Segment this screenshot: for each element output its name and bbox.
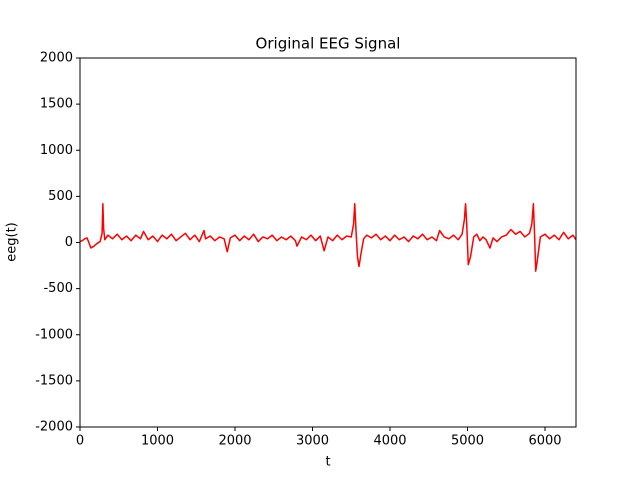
y-tick-label: -500 bbox=[43, 281, 73, 296]
x-tick-label: 5000 bbox=[451, 434, 484, 449]
signal-line bbox=[79, 203, 577, 272]
y-tick-label: -2000 bbox=[35, 420, 73, 435]
x-tick-label: 2000 bbox=[218, 434, 251, 449]
x-tick-label: 0 bbox=[76, 434, 84, 449]
y-tick-label: 2000 bbox=[40, 51, 73, 66]
y-tick-label: 500 bbox=[48, 189, 73, 204]
y-tick-label: 0 bbox=[65, 235, 73, 250]
y-tick-label: 1000 bbox=[40, 143, 73, 158]
plot-frame bbox=[79, 57, 577, 428]
x-axis-label: t bbox=[325, 455, 330, 470]
chart-title: Original EEG Signal bbox=[256, 35, 401, 53]
y-axis-label: eeg(t) bbox=[5, 222, 20, 262]
x-tick-label: 6000 bbox=[528, 434, 561, 449]
x-tick-label: 1000 bbox=[141, 434, 174, 449]
y-tick-label: 1500 bbox=[40, 97, 73, 112]
x-tick-label: 3000 bbox=[296, 434, 329, 449]
y-tick-label: -1500 bbox=[35, 373, 73, 388]
y-tick-label: -1000 bbox=[35, 327, 73, 342]
x-tick-label: 4000 bbox=[373, 434, 406, 449]
